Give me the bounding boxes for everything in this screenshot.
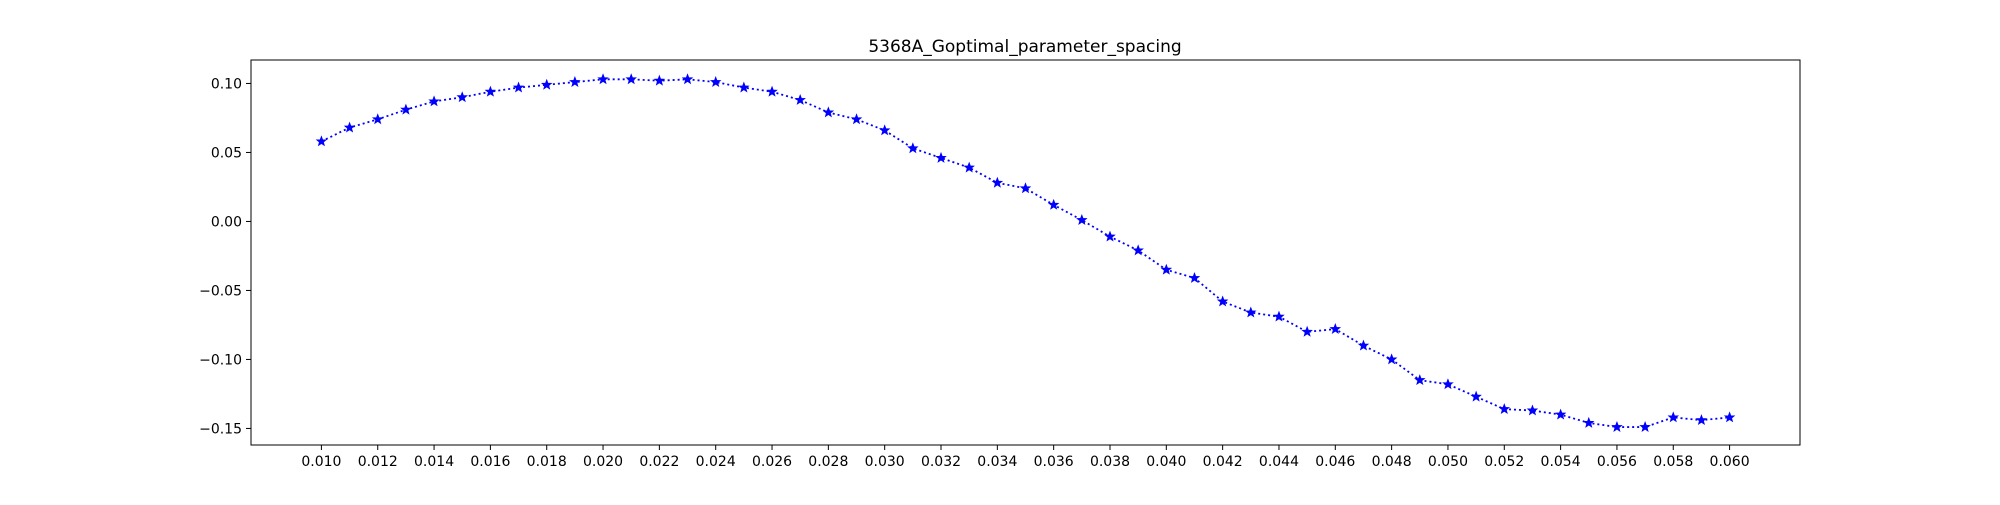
x-tick-label: 0.018	[527, 454, 567, 470]
data-point-star	[512, 81, 525, 93]
axes-frame	[250, 59, 1801, 446]
x-tick-label: 0.040	[1146, 454, 1186, 470]
x-tick-label: 0.058	[1653, 454, 1693, 470]
data-point-star	[822, 106, 835, 118]
data-point-star	[343, 121, 356, 133]
x-tick-label: 0.030	[865, 454, 905, 470]
data-point-star	[315, 135, 328, 147]
data-point-star	[1442, 378, 1454, 390]
data-point-star	[1160, 263, 1173, 275]
data-point-star	[456, 91, 468, 103]
data-point-star	[1273, 310, 1285, 322]
x-tick-label: 0.010	[301, 454, 341, 470]
data-point-star	[400, 103, 412, 115]
x-tick-label: 0.056	[1597, 454, 1637, 470]
data-point-star	[1047, 198, 1060, 210]
x-tick-label: 0.034	[977, 454, 1017, 470]
data-point-star	[540, 78, 553, 90]
data-point-star	[1639, 421, 1651, 432]
y-tick-label: 0.05	[211, 145, 242, 161]
y-tick-label: 0.10	[211, 76, 242, 92]
x-tick-label: 0.028	[808, 454, 848, 470]
data-point-star	[1611, 421, 1623, 432]
data-point-star	[850, 113, 863, 125]
x-tick-label: 0.026	[752, 454, 792, 470]
x-tick-label: 0.016	[470, 454, 510, 470]
x-tick-label: 0.048	[1372, 454, 1412, 470]
data-point-star	[794, 93, 806, 105]
data-point-star	[1667, 411, 1680, 423]
data-point-star	[709, 76, 722, 87]
data-point-star	[963, 161, 975, 173]
data-point-star	[1076, 214, 1088, 225]
y-tick-label: 0.00	[211, 214, 242, 230]
data-point-star	[653, 74, 666, 86]
x-tick-label: 0.054	[1541, 454, 1581, 470]
data-point-star	[935, 151, 947, 163]
data-point-star	[1470, 390, 1482, 402]
data-point-star	[1498, 403, 1511, 415]
x-tick-label: 0.022	[639, 454, 679, 470]
data-point-star	[1019, 182, 1032, 194]
x-tick-label: 0.046	[1315, 454, 1355, 470]
data-point-star	[1104, 230, 1116, 242]
data-point-star	[878, 124, 891, 136]
x-tick-label: 0.038	[1090, 454, 1130, 470]
data-point-star	[738, 81, 750, 93]
data-point-star	[991, 176, 1004, 188]
data-point-star	[1301, 325, 1313, 337]
x-tick-label: 0.050	[1428, 454, 1468, 470]
x-tick-label: 0.020	[583, 454, 623, 470]
y-tick-label: −0.05	[199, 283, 242, 299]
data-point-star	[681, 73, 694, 85]
series-line	[321, 78, 1730, 428]
data-point-star	[1723, 411, 1736, 423]
data-point-star	[597, 73, 609, 85]
data-point-star	[1554, 408, 1567, 420]
plot-area	[315, 73, 1736, 432]
x-tick-label: 0.052	[1484, 454, 1524, 470]
data-point-star	[1583, 416, 1595, 428]
data-point-star	[1329, 323, 1342, 334]
data-point-star	[766, 85, 778, 97]
x-tick-label: 0.044	[1259, 454, 1299, 470]
x-axis: 0.010 0.012 0.014 0.016 0.018 0.020 0.022 0.024…	[301, 445, 1750, 470]
data-point-star	[1245, 306, 1257, 318]
chart-title: 5368A_Goptimal_parameter_spacing	[868, 37, 1181, 57]
data-point-star	[1357, 339, 1370, 351]
x-tick-label: 0.032	[921, 454, 961, 470]
data-point-star	[907, 142, 919, 154]
data-point-star	[1695, 414, 1708, 426]
data-point-star	[1216, 295, 1229, 307]
data-point-star	[1385, 353, 1398, 365]
y-tick-label: −0.15	[199, 421, 242, 437]
x-tick-label: 0.012	[358, 454, 398, 470]
x-tick-label: 0.060	[1710, 454, 1750, 470]
data-point-star	[1414, 374, 1426, 386]
x-tick-label: 0.014	[414, 454, 454, 470]
x-tick-label: 0.036	[1034, 454, 1074, 470]
y-tick-label: −0.10	[199, 352, 242, 368]
data-point-star	[569, 76, 581, 87]
data-point-star	[1132, 244, 1144, 256]
data-point-star	[371, 113, 384, 125]
x-tick-label: 0.024	[696, 454, 736, 470]
data-point-star	[1526, 404, 1539, 416]
data-point-star	[428, 95, 440, 107]
data-point-star	[625, 73, 637, 85]
y-axis: 0.10 0.05 0.00 −0.05 −0.10 −0.15	[199, 76, 251, 437]
data-point-star	[484, 85, 497, 97]
x-tick-label: 0.042	[1203, 454, 1243, 470]
data-point-star	[1188, 271, 1201, 283]
